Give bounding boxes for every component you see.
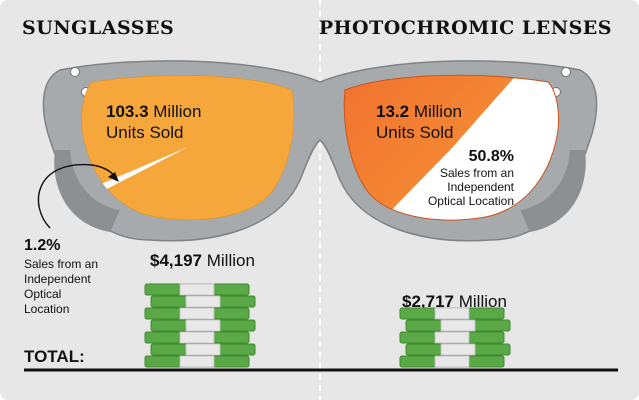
left-callout-arrow	[37, 164, 117, 229]
left-temple	[54, 150, 121, 232]
left-callout-arrowhead	[108, 172, 119, 182]
right-callout-line1: Sales from an	[440, 166, 514, 180]
left-cash-stack-band-5	[185, 295, 221, 308]
left-cash-stack-band-3	[185, 319, 221, 332]
panel-title-photochromic: PHOTOCHROMIC LENSES	[319, 17, 612, 39]
right-cash-stack-band-4	[434, 307, 470, 320]
left-slice-independent	[81, 147, 188, 221]
left-cash-stack-band-4	[179, 307, 215, 320]
left-callout-line3: Optical	[24, 287, 61, 301]
right-callout-value: 50.8%	[469, 148, 514, 165]
right-total-amount: $2,717 Million	[402, 292, 507, 311]
left-callout-line2: Independent	[24, 272, 91, 286]
right-lens-outline	[343, 74, 559, 221]
right-cash-stack-band-3	[440, 319, 476, 332]
left-cash-stack-band-2	[179, 331, 215, 344]
frame-rivet-2	[561, 67, 571, 77]
right-cash-stack-band-2	[434, 331, 470, 344]
left-callout-line1: Sales from an	[24, 257, 98, 271]
left-cash-stack	[144, 283, 256, 368]
left-units-sub: Units Sold	[106, 123, 183, 142]
right-callout-line3: Optical Location	[428, 194, 514, 208]
frame-rivet-0	[70, 67, 80, 77]
right-units-sub: Units Sold	[376, 123, 453, 142]
left-callout-line4: Location	[24, 302, 69, 316]
left-callout-value: 1.2%	[24, 237, 60, 254]
left-units-label: 103.3 Million	[106, 102, 201, 121]
panel-title-sunglasses: SUNGLASSES	[22, 17, 174, 39]
right-units-label: 13.2 Million	[376, 102, 462, 121]
right-cash-stack-band-1	[440, 343, 476, 356]
right-cash-stack-band-0	[434, 355, 470, 368]
total-label: TOTAL:	[24, 347, 85, 366]
left-cash-stack-band-6	[179, 283, 215, 296]
left-cash-stack-band-1	[185, 343, 221, 356]
right-cash-stack	[399, 307, 511, 368]
right-callout-line2: Independent	[447, 180, 514, 194]
left-total-amount: $4,197 Million	[150, 251, 255, 270]
right-temple	[520, 150, 586, 232]
left-cash-stack-band-0	[179, 355, 215, 368]
cash-stacks	[144, 283, 511, 368]
